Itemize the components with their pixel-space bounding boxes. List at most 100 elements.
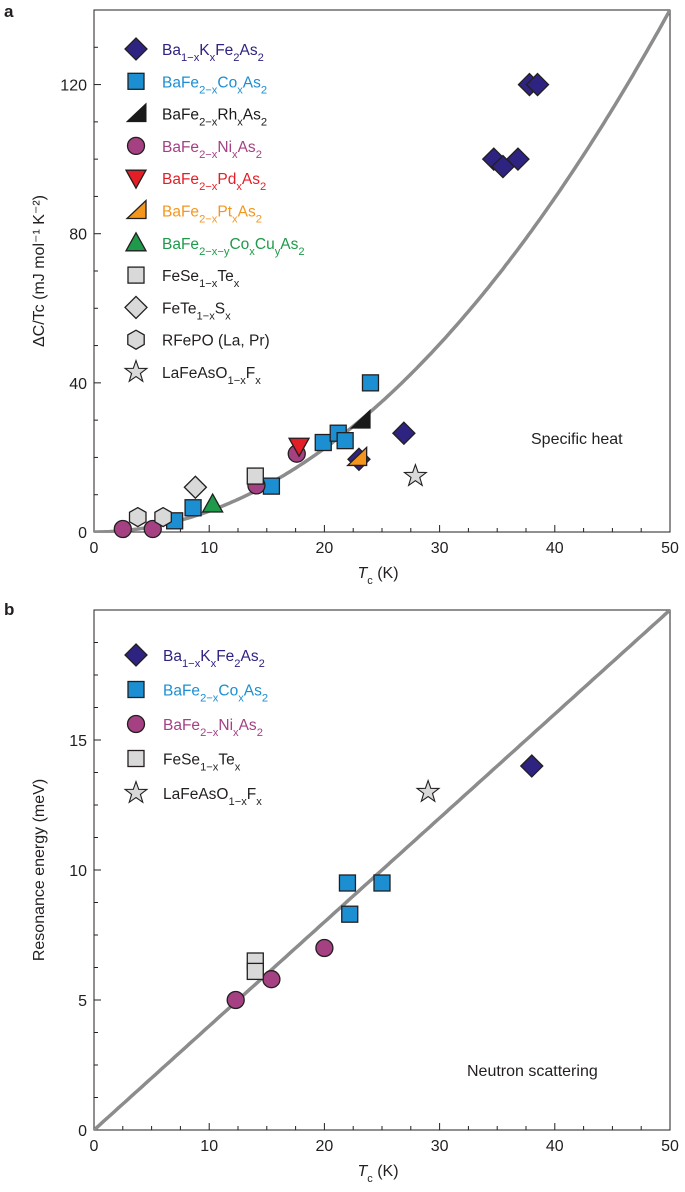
legend-label-rfepo: RFePO (La, Pr) — [162, 333, 270, 350]
legend-label-fese-part: Te — [217, 268, 233, 285]
legend-marker-fese — [127, 749, 145, 768]
data-point-ba_k — [506, 147, 530, 172]
legend-label-ba_ni: BaFe2−xNixAs2 — [163, 717, 263, 739]
legend-marker-ba_k — [124, 37, 148, 61]
legend-label-ba_cocu-part: 2−x−y — [199, 246, 230, 258]
legend-label-ba_ni-part: Ni — [217, 139, 232, 156]
legend-label-fese-part: 1−x — [200, 762, 219, 774]
legend-label-ba_rh-part: Rh — [217, 107, 237, 124]
legend-marker-ba_ni — [126, 136, 146, 156]
legend-label-fete-part: 1−x — [196, 310, 215, 322]
data-point-ba_k — [519, 754, 544, 778]
legend-label-ba_pd-part: 2−x — [199, 181, 218, 193]
legend-label-ba_pt-part: As — [238, 204, 256, 221]
legend-label-lafe-part: 1−x — [227, 375, 246, 387]
legend-label-ba_rh: BaFe2−xRhxAs2 — [162, 107, 267, 129]
legend-marker-rfepo — [127, 329, 145, 350]
legend-label-fese-part: FeSe — [163, 752, 200, 769]
legend-label-ba_co-part: 2−x — [199, 84, 218, 96]
x-axis-label-unit: (K) — [373, 565, 399, 582]
legend-label-ba_pt-part: x — [232, 214, 238, 226]
legend-label-ba_k-part: Ba — [163, 648, 182, 665]
legend-label-ba_cocu: BaFe2−x−yCoxCuyAs2 — [162, 236, 305, 258]
legend-label-ba_ni-part: Ni — [218, 717, 233, 734]
legend-label-ba_rh-part: 2−x — [199, 117, 218, 129]
legend-label-ba_rh-part: BaFe — [162, 107, 199, 124]
y-tick-label: 80 — [69, 227, 87, 244]
y-tick-label: 120 — [60, 78, 87, 95]
x-tick-label: 20 — [316, 540, 334, 557]
legend-marker-ba_ni — [126, 714, 146, 734]
legend-label-ba_ni-part: 2−x — [199, 149, 218, 161]
legend-label-ba_k: Ba1−xKxFe2As2 — [163, 648, 265, 670]
y-axis-label: ΔC/Tc (mJ mol⁻¹ K⁻²) — [31, 195, 48, 347]
legend-label-ba_pd-part: BaFe — [162, 171, 199, 188]
data-point-lafe — [402, 462, 428, 487]
legend-label-ba_ni-part: BaFe — [163, 717, 200, 734]
legend-label-lafe-part: 1−x — [228, 796, 247, 808]
legend-label-ba_pd-part: Pd — [217, 171, 236, 188]
legend-label-ba_ni: BaFe2−xNixAs2 — [162, 139, 262, 161]
legend-label-ba_k-part: K — [200, 648, 211, 665]
y-axis-label: Resonance energy (meV) — [31, 779, 48, 961]
data-point-ba_co — [341, 905, 359, 923]
data-point-ba_co — [262, 477, 281, 495]
legend-label-fese: FeSe1−xTex — [163, 752, 241, 774]
legend-label-ba_co-part: 2 — [262, 693, 268, 705]
x-axis-label-unit: (K) — [373, 1163, 399, 1180]
data-point-rfepo — [154, 506, 172, 528]
data-point-ba_co — [361, 374, 380, 392]
legend-label-ba_ni-part: 2−x — [200, 727, 219, 739]
legend-label-ba_k-part: As — [241, 648, 259, 665]
legend-label-ba_cocu-part: BaFe — [162, 236, 199, 253]
legend-label-ba_rh-part: As — [243, 107, 261, 124]
legend-label-ba_co-part: 2 — [261, 84, 267, 96]
legend-label-lafe: LaFeAsO1−xFx — [162, 365, 261, 387]
legend-label-ba_k-part: 2 — [259, 658, 265, 670]
legend-label-ba_ni-part: As — [238, 139, 256, 156]
y-tick-label: 15 — [69, 733, 87, 750]
legend-marker-fese — [127, 266, 145, 284]
x-tick-label: 20 — [316, 1138, 334, 1155]
legend-label-ba_k-part: 2 — [233, 52, 239, 64]
legend-label-ba_pd-part: 2 — [260, 181, 266, 193]
legend-label-ba_rh-part: x — [237, 117, 243, 129]
x-tick-label: 10 — [200, 540, 218, 557]
y-tick-label: 40 — [69, 376, 87, 393]
legend-label-ba_k-part: 2 — [234, 658, 240, 670]
legend-marker-ba_pd — [124, 169, 148, 190]
legend-label-ba_k-part: Fe — [215, 42, 233, 59]
legend-label-ba_pt-part: 2−x — [199, 214, 218, 226]
legend-label-ba_cocu-part: y — [275, 246, 281, 258]
legend-label-ba_pd-part: As — [242, 171, 260, 188]
legend-label-ba_k-part: x — [210, 52, 216, 64]
data-point-ba_co — [314, 433, 332, 452]
legend-label-ba_co-part: Co — [218, 683, 238, 700]
legend-label-ba_cocu-part: Cu — [255, 236, 275, 253]
data-point-fese — [246, 467, 264, 485]
y-tick-label: 10 — [69, 863, 87, 880]
x-tick-label: 40 — [546, 1138, 564, 1155]
legend-label-lafe-part: x — [256, 796, 262, 808]
legend-marker-lafe — [123, 358, 149, 383]
legend-marker-ba_k — [124, 643, 148, 667]
x-axis-label: Tc (K) — [357, 1163, 398, 1185]
y-tick-label: 0 — [78, 1123, 87, 1140]
legend-label-ba_ni-part: x — [233, 727, 239, 739]
x-tick-label: 50 — [661, 540, 679, 557]
legend-label-ba_pt-part: Pt — [217, 204, 232, 221]
data-point-ba_k — [391, 421, 416, 446]
legend-label-ba_co-part: As — [244, 683, 262, 700]
legend-marker-ba_rh — [125, 102, 147, 123]
legend-label-ba_pt-part: 2 — [256, 214, 262, 226]
legend-label-ba_co-part: x — [238, 693, 244, 705]
data-point-ba_co — [336, 431, 354, 450]
legend-label-ba_cocu-part: 2 — [298, 246, 304, 258]
legend: Ba1−xKxFe2As2BaFe2−xCoxAs2BaFe2−xNixAs2F… — [123, 643, 268, 808]
legend-marker-ba_cocu — [124, 231, 148, 252]
legend-label-ba_cocu-part: As — [280, 236, 298, 253]
data-point-ba_pt — [346, 445, 368, 467]
panel-a-label: a — [4, 2, 14, 21]
x-tick-label: 30 — [431, 1138, 449, 1155]
legend-label-ba_cocu-part: Co — [229, 236, 249, 253]
